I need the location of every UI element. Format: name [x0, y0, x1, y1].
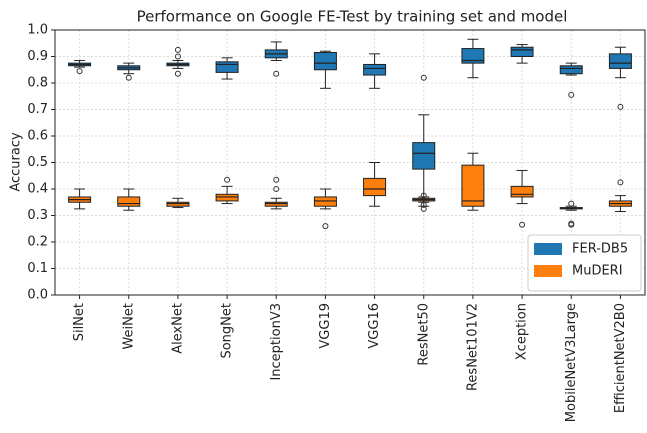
outlier	[273, 176, 280, 183]
box	[412, 142, 436, 170]
outlier	[617, 179, 624, 186]
x-tick-label: ResNet50	[416, 303, 431, 366]
y-axis-label: Accuracy	[9, 132, 24, 192]
y-tick-label: 0.9	[27, 49, 48, 64]
box	[215, 61, 239, 73]
outlier	[568, 91, 575, 98]
outlier	[568, 200, 575, 207]
y-tick-label: 0.7	[27, 102, 48, 117]
box	[510, 46, 534, 57]
box	[313, 196, 337, 207]
legend-swatch	[534, 265, 562, 277]
y-tick-label: 0.2	[27, 235, 48, 250]
y-tick-label: 1.0	[27, 23, 48, 38]
x-tick-label: SilNet	[72, 303, 87, 341]
box	[215, 193, 239, 202]
box	[461, 48, 485, 64]
box	[313, 52, 337, 71]
x-tick-label: VGG16	[367, 303, 382, 349]
legend-label: FER-DB5	[572, 242, 628, 257]
x-tick-label: WeiNet	[121, 303, 136, 350]
box	[264, 201, 288, 207]
y-tick-label: 0.8	[27, 76, 48, 91]
x-tick-label: SongNet	[220, 303, 235, 359]
chart-title: Performance on Google FE-Test by trainin…	[137, 8, 568, 26]
outlier	[273, 70, 280, 77]
x-tick-label: Xception	[515, 303, 530, 360]
x-tick-label: AlexNet	[170, 303, 185, 354]
box	[461, 164, 485, 207]
outlier	[322, 223, 329, 230]
x-tick-label: VGG19	[318, 303, 333, 349]
outlier	[273, 186, 280, 192]
box	[363, 63, 387, 76]
box	[510, 185, 534, 198]
y-tick-label: 0.0	[27, 288, 48, 303]
plot-frame	[54, 29, 646, 296]
y-tick-label: 0.5	[27, 155, 48, 170]
y-tick-label: 0.6	[27, 129, 48, 144]
y-tick-label: 0.3	[27, 208, 48, 223]
outlier	[519, 221, 526, 228]
outlier	[224, 176, 231, 183]
x-tick-label: MobileNetV3Large	[564, 303, 579, 422]
box	[166, 201, 190, 207]
outlier	[174, 53, 181, 60]
x-tick-label: InceptionV3	[269, 303, 284, 381]
legend-label: MuDERI	[572, 264, 623, 279]
box	[117, 196, 141, 207]
outlier	[568, 221, 575, 228]
box	[559, 65, 583, 75]
y-tick-label: 0.1	[27, 261, 48, 276]
legend-swatch	[534, 243, 562, 255]
x-tick-label: EfficientNetV2B0	[613, 303, 628, 413]
y-tick-label: 0.4	[27, 182, 48, 197]
box	[363, 177, 387, 197]
outlier	[174, 70, 181, 77]
outlier	[125, 74, 132, 81]
outlier	[617, 103, 624, 110]
outlier	[420, 74, 427, 81]
box	[608, 53, 632, 69]
x-tick-label: ResNet101V2	[465, 303, 480, 391]
outlier	[76, 68, 83, 75]
outlier	[174, 46, 181, 53]
